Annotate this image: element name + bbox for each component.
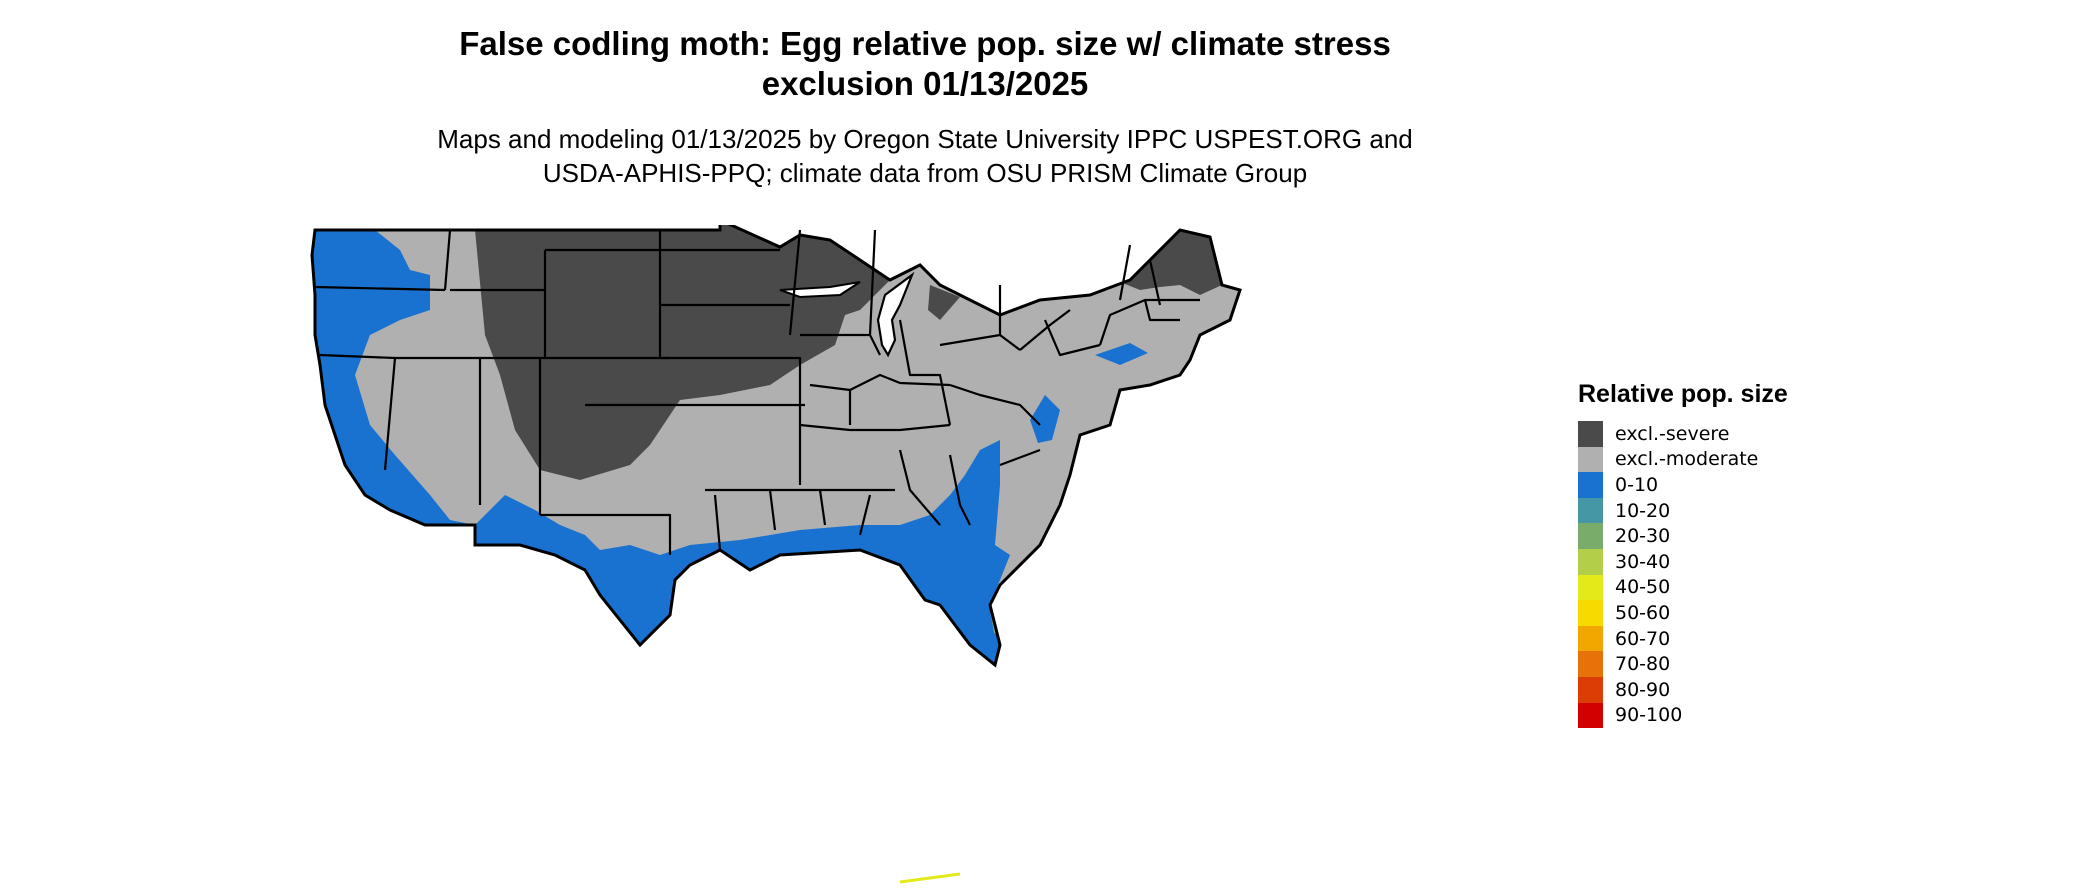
legend-swatch — [1578, 600, 1603, 626]
legend-swatch — [1578, 625, 1603, 652]
title-line-1: False codling moth: Egg relative pop. si… — [459, 25, 1391, 62]
subtitle-line-2: USDA-APHIS-PPQ; climate data from OSU PR… — [542, 158, 1308, 188]
legend-label: 0-10 — [1615, 473, 1659, 496]
legend-label: 50-60 — [1615, 601, 1671, 624]
legend-item: 70-80 — [1578, 651, 1788, 677]
legend-label: 30-40 — [1615, 550, 1671, 573]
title-line-2: exclusion 01/13/2025 — [761, 65, 1089, 102]
legend-item: excl.-severe — [1578, 421, 1788, 447]
legend-item: 10-20 — [1578, 497, 1788, 524]
legend-swatch — [1578, 651, 1603, 677]
legend-swatch — [1578, 421, 1603, 447]
legend-label: excl.-severe — [1615, 422, 1730, 445]
legend-label: excl.-moderate — [1615, 448, 1759, 471]
legend-label: 70-80 — [1615, 653, 1671, 676]
legend-item: 90-100 — [1578, 702, 1788, 729]
legend-swatch — [1578, 446, 1603, 473]
legend-label: 60-70 — [1615, 627, 1671, 650]
map-title: False codling moth: Egg relative pop. si… — [330, 24, 1520, 104]
legend-label: 10-20 — [1615, 499, 1671, 522]
legend-items: excl.-severe excl.-moderate 0-10 10-20 20-30… — [1578, 421, 1788, 729]
legend-swatch — [1578, 548, 1603, 575]
legend-item: 50-60 — [1578, 600, 1788, 626]
legend-swatch — [1578, 523, 1603, 549]
legend-label: 80-90 — [1615, 678, 1671, 701]
legend-swatch — [1578, 702, 1603, 729]
legend-item: 0-10 — [1578, 472, 1788, 498]
map-subtitle: Maps and modeling 01/13/2025 by Oregon S… — [330, 122, 1520, 190]
legend-item: 60-70 — [1578, 625, 1788, 652]
subtitle-line-1: Maps and modeling 01/13/2025 by Oregon S… — [437, 124, 1413, 154]
legend-item: 20-30 — [1578, 523, 1788, 549]
legend-item: 80-90 — [1578, 676, 1788, 703]
legend-item: 40-50 — [1578, 574, 1788, 601]
legend-title: Relative pop. size — [1578, 380, 1788, 408]
legend-label: 20-30 — [1615, 525, 1671, 548]
legend: Relative pop. size excl.-severe excl.-mod… — [1578, 380, 1788, 729]
legend-swatch — [1578, 574, 1603, 601]
legend-swatch — [1578, 497, 1603, 524]
legend-swatch — [1578, 472, 1603, 498]
legend-label: 40-50 — [1615, 576, 1671, 599]
legend-item: excl.-moderate — [1578, 446, 1788, 473]
legend-label: 90-100 — [1615, 704, 1683, 727]
legend-swatch — [1578, 676, 1603, 703]
legend-item: 30-40 — [1578, 548, 1788, 575]
us-map — [310, 225, 1242, 884]
